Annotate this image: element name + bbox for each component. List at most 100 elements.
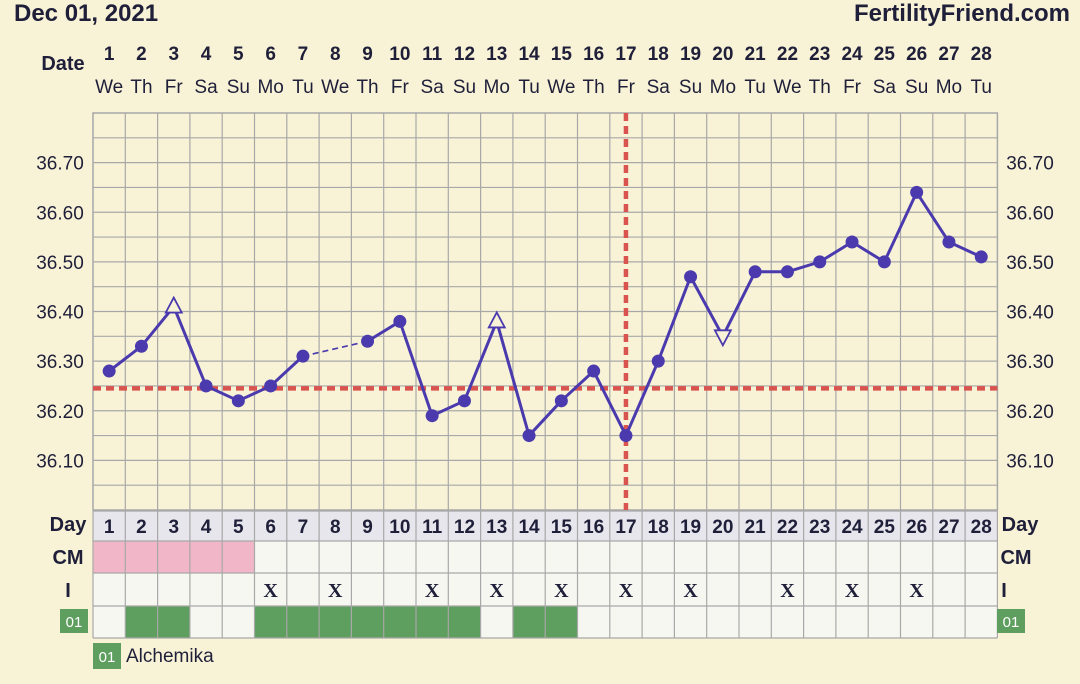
temp-line-segment [624, 360, 660, 437]
date-weekday: Fr [617, 77, 636, 98]
date-weekday: Su [453, 77, 476, 98]
y-tick-right: 36.30 [1006, 352, 1054, 373]
temp-point [296, 349, 310, 363]
date-day-number: 25 [874, 44, 896, 65]
temp-point-open-up [164, 295, 184, 314]
date-weekday: Su [905, 77, 928, 98]
date-day-number: 4 [201, 44, 212, 65]
cm-cell [189, 541, 223, 573]
date-day-number: 13 [486, 44, 507, 65]
date-day-number: 3 [168, 44, 179, 65]
y-tick-right: 36.10 [1006, 451, 1054, 472]
date-weekday: Tu [744, 77, 765, 98]
cm-row-label-right: CM [1000, 547, 1031, 569]
date-day-number: 6 [265, 44, 276, 65]
date-day-number: 15 [551, 44, 573, 65]
date-day-number: 9 [362, 44, 373, 65]
y-tick-left: 36.30 [36, 352, 84, 373]
y-tick-right: 36.20 [1006, 402, 1054, 423]
day-row-number: 24 [841, 517, 863, 538]
date-day-number: 10 [389, 44, 410, 65]
med-code-right: 01 [1003, 614, 1020, 631]
date-day-number: 7 [298, 44, 309, 65]
day-row-number: 20 [712, 517, 733, 538]
date-day-number: 18 [648, 44, 669, 65]
day-row-number: 9 [362, 517, 373, 538]
date-weekday: Sa [194, 77, 218, 98]
temp-point [134, 339, 148, 353]
temp-point [587, 364, 601, 378]
temp-gap-segment [302, 340, 368, 357]
y-tick-right: 36.60 [1006, 203, 1054, 224]
intercourse-mark: X [780, 580, 795, 602]
intercourse-mark: X [554, 580, 569, 602]
date-day-number: 11 [422, 44, 443, 65]
chart-date: Dec 01, 2021 [14, 0, 159, 27]
y-tick-right: 36.50 [1006, 253, 1054, 274]
medication-cell [286, 606, 320, 638]
date-weekday: We [547, 77, 575, 98]
date-day-number: 17 [615, 44, 636, 65]
temp-line-segment [463, 320, 499, 402]
medication-cell [254, 606, 287, 638]
day-row-number: 11 [422, 517, 443, 538]
y-tick-left: 36.70 [36, 154, 84, 175]
day-row-label-left: Day [50, 514, 88, 536]
legend-name: Alchemika [126, 646, 214, 667]
date-weekday: Fr [843, 77, 862, 98]
date-day-number: 1 [104, 44, 115, 65]
day-row-number: 13 [486, 517, 507, 538]
date-day-number: 26 [906, 44, 927, 65]
temp-point [780, 265, 794, 279]
day-row-number: 17 [615, 517, 636, 538]
date-day-number: 27 [938, 44, 959, 65]
date-day-number: 21 [745, 44, 767, 65]
date-weekday: Fr [165, 77, 184, 98]
date-day-number: 23 [809, 44, 830, 65]
day-row-number: 3 [168, 517, 179, 538]
temp-line-segment [269, 355, 304, 388]
temp-point-open-up [487, 310, 507, 329]
day-row-number: 2 [136, 517, 147, 538]
temp-point [522, 429, 536, 443]
date-weekday: Th [356, 77, 378, 98]
date-weekday: Tu [518, 77, 539, 98]
i-row-label-left: I [65, 580, 71, 602]
intercourse-mark: X [263, 580, 278, 602]
day-row-number: 27 [938, 517, 959, 538]
day-row-number: 26 [906, 517, 927, 538]
cm-cell [222, 541, 255, 573]
med-code-badge-right [997, 609, 1025, 633]
temp-line-segment [398, 320, 434, 417]
i-row-label-right: I [1001, 580, 1007, 602]
cm-row-label-left: CM [52, 547, 83, 569]
day-row-number: 22 [777, 517, 798, 538]
temp-line-segment [721, 271, 757, 337]
date-weekday: Th [583, 77, 605, 98]
temp-point [942, 235, 956, 249]
y-tick-left: 36.60 [36, 203, 84, 224]
date-day-number: 2 [136, 44, 147, 65]
date-day-number: 19 [680, 44, 701, 65]
date-weekday: Su [227, 77, 250, 98]
day-row-label-right: Day [1002, 514, 1040, 536]
date-weekday: Tu [971, 77, 992, 98]
temp-line-segment [882, 191, 919, 263]
day-row-number: 16 [583, 517, 604, 538]
day-row-number: 19 [680, 517, 701, 538]
temp-point [425, 409, 439, 423]
medication-cell [383, 606, 416, 638]
date-weekday: Mo [710, 77, 736, 98]
medication-cell [416, 606, 449, 638]
cm-cell [93, 541, 126, 573]
day-row-number: 6 [265, 517, 276, 538]
intercourse-mark: X [909, 580, 924, 602]
site-name[interactable]: FertilityFriend.com [853, 0, 1070, 27]
date-day-number: 28 [971, 44, 992, 65]
temp-point [651, 354, 665, 368]
temp-point [748, 265, 762, 279]
date-weekday: Mo [257, 77, 283, 98]
med-code-badge-left [60, 609, 88, 633]
temp-point [457, 394, 471, 408]
